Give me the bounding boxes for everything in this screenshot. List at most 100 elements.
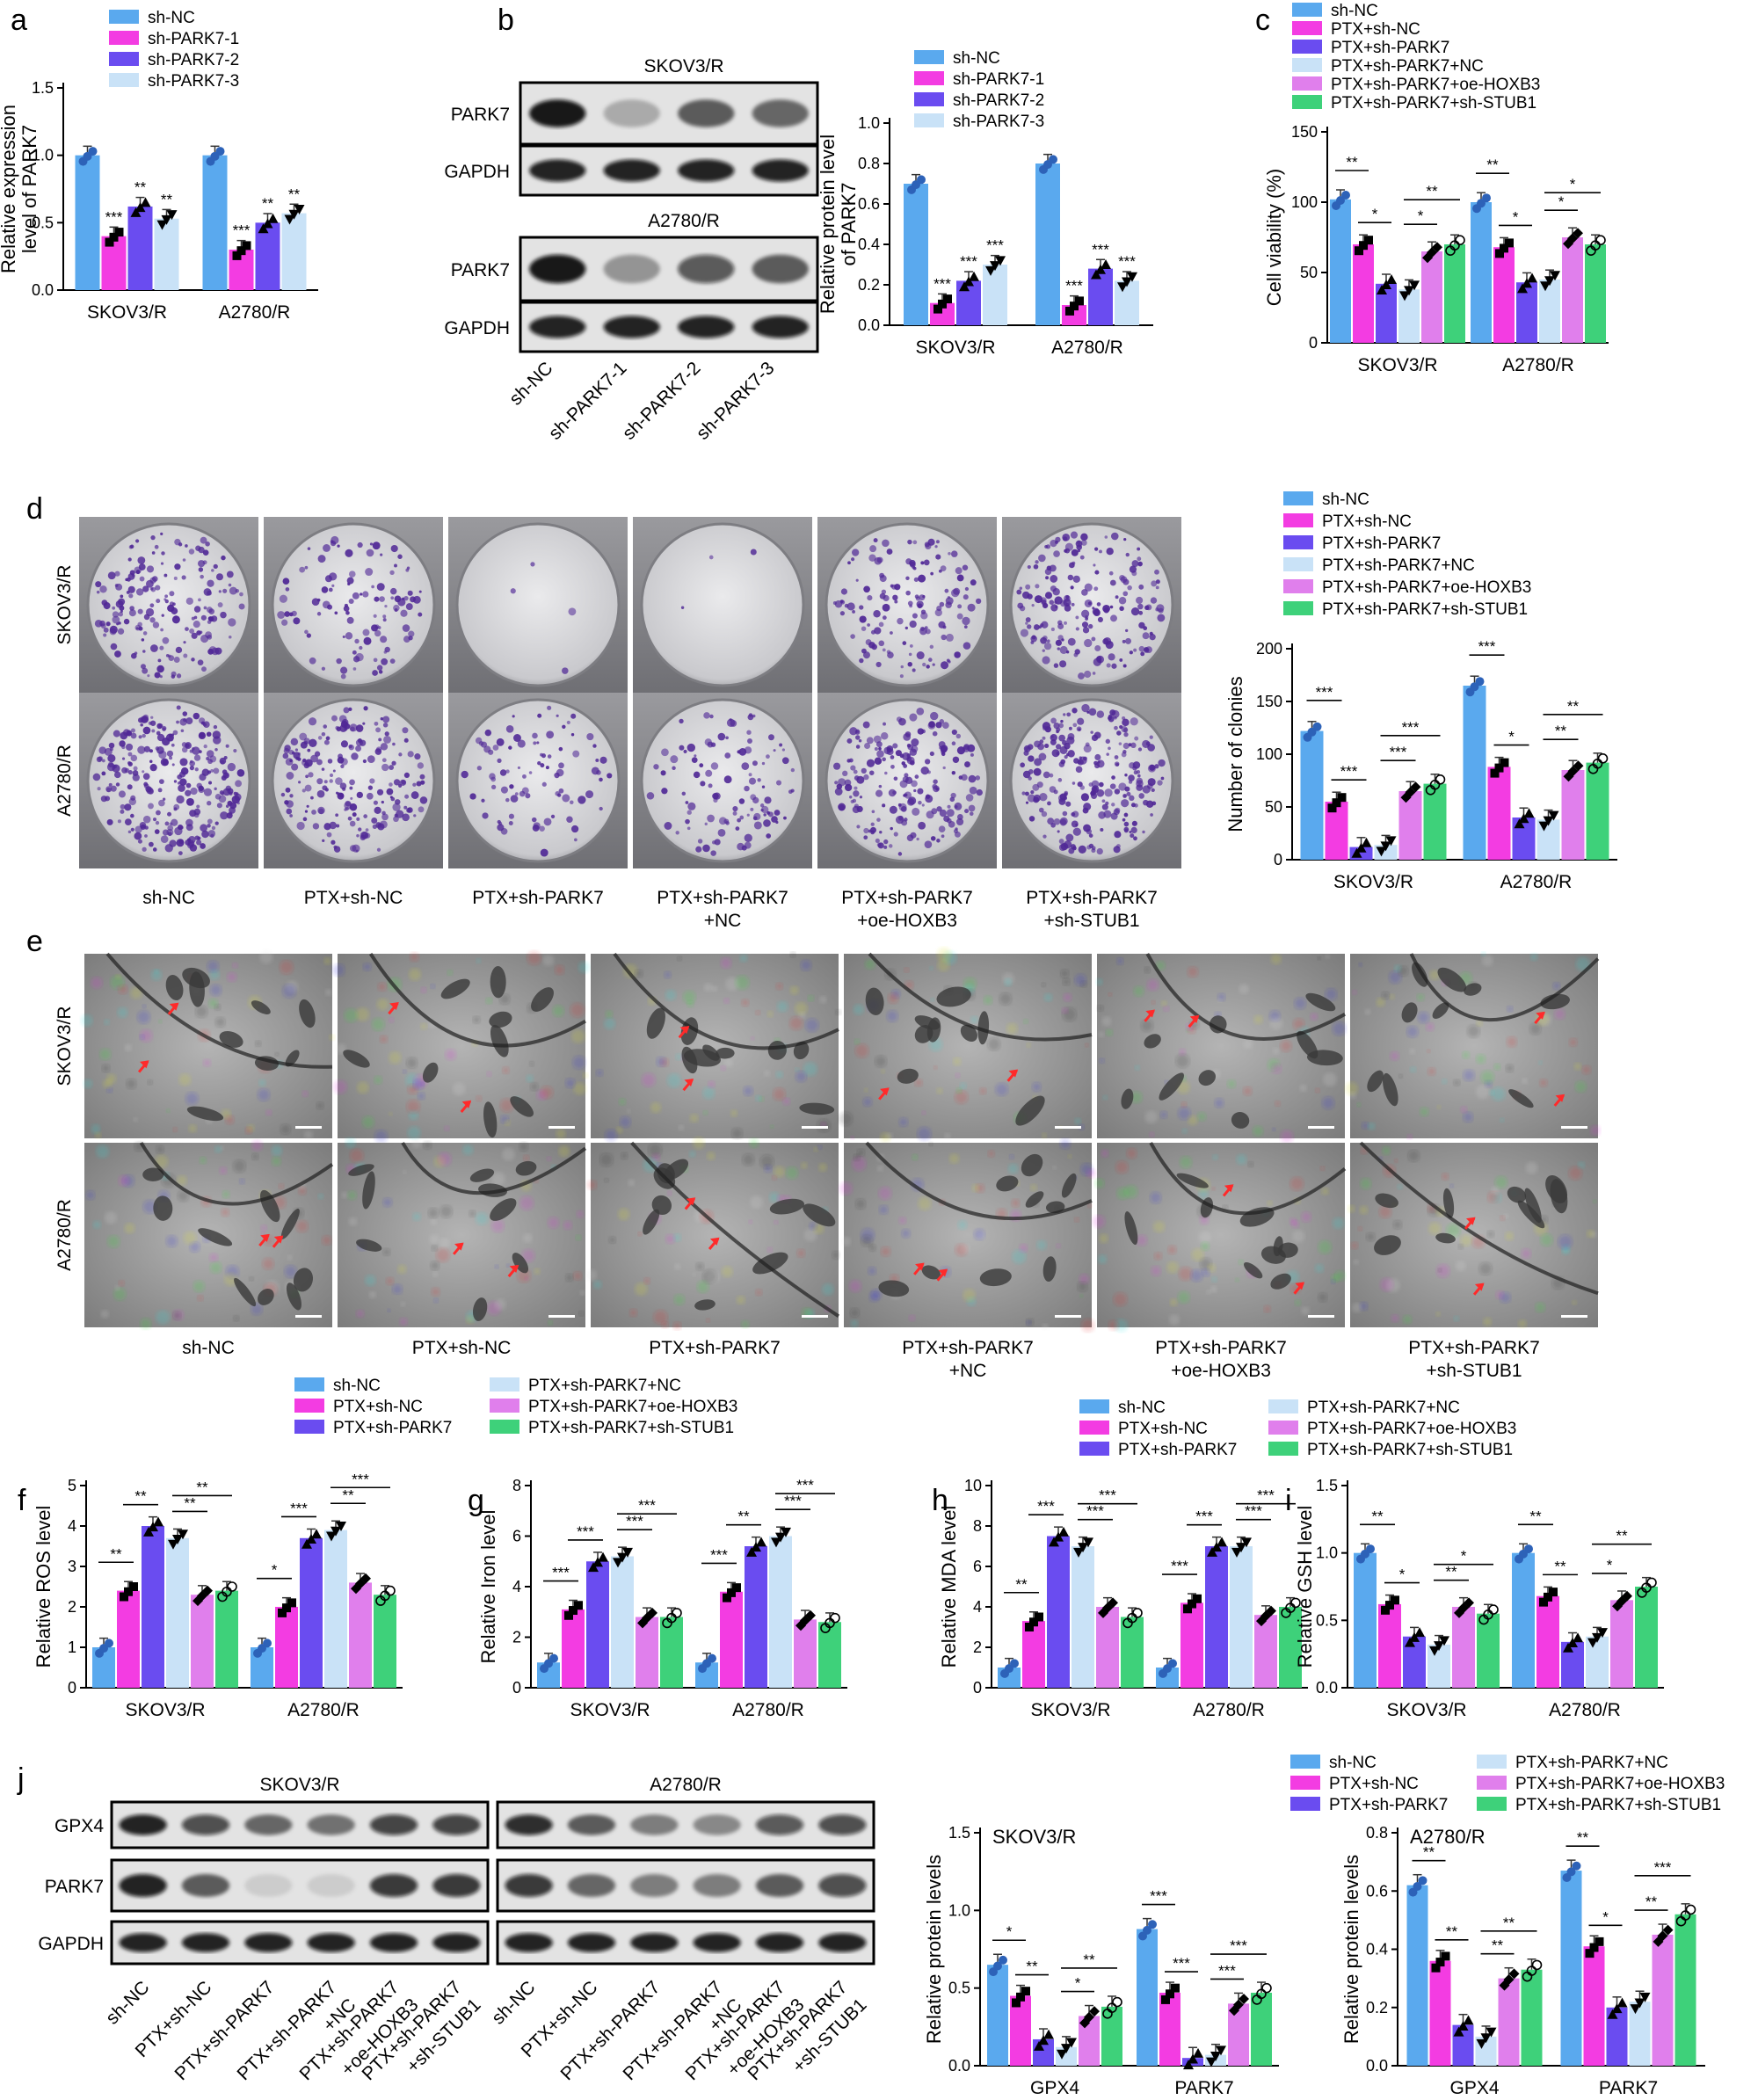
- colony: [369, 778, 375, 784]
- tem-grain: [224, 1273, 237, 1286]
- tem-grain: [901, 1229, 911, 1239]
- colony: [948, 552, 951, 556]
- y-tick-label: 0: [68, 1679, 76, 1697]
- data-point: [723, 1593, 731, 1602]
- colony: [307, 547, 311, 550]
- data-point: [114, 228, 124, 237]
- colony: [316, 759, 323, 766]
- colony: [951, 770, 956, 775]
- y-tick-label: 0.6: [858, 195, 880, 213]
- tem-grain: [1214, 1098, 1224, 1108]
- colony: [863, 835, 868, 840]
- tem-grain: [575, 1234, 582, 1241]
- colony: [954, 651, 961, 658]
- colony: [867, 595, 873, 601]
- tem-grain: [282, 984, 296, 999]
- colony: [761, 805, 769, 814]
- data-point: [1550, 271, 1560, 281]
- colony: [117, 819, 121, 824]
- plate-well: [86, 522, 251, 687]
- blot-band: [369, 1933, 418, 1952]
- data-point: [1089, 2006, 1100, 2017]
- bar-d-1-4: [1561, 770, 1585, 860]
- colony: [1068, 726, 1072, 730]
- colony: [371, 585, 374, 589]
- data-point: [702, 1659, 711, 1668]
- red-arrow-head: [915, 1262, 925, 1271]
- legend-label: PTX+sh-PARK7: [1322, 534, 1441, 553]
- plate-col-label: PTX+sh-NC: [304, 888, 403, 908]
- mitochondrion: [1297, 1030, 1318, 1059]
- colony: [376, 847, 381, 852]
- colony: [366, 549, 374, 557]
- plate-col-label-group: PTX+sh-PARK7: [472, 888, 604, 908]
- bar-j1-1-1: [1159, 1992, 1180, 2066]
- red-arrow-head: [1474, 1283, 1485, 1291]
- x-category-label: A2780/R: [1051, 338, 1123, 358]
- colony: [144, 834, 148, 838]
- colony: [171, 607, 178, 614]
- tem-grain: [430, 984, 435, 989]
- colony: [110, 643, 118, 650]
- legend-label: sh-PARK7-1: [953, 70, 1044, 89]
- data-point: [1231, 1547, 1242, 1558]
- colony: [938, 621, 946, 629]
- colony: [1072, 723, 1078, 728]
- tem-grain: [1144, 1110, 1158, 1123]
- mitochondrion: [1464, 983, 1482, 996]
- tem-grain: [1116, 957, 1124, 965]
- colony: [923, 559, 930, 566]
- colony: [238, 603, 245, 610]
- y-axis-label-group: Number of clonies: [1224, 676, 1246, 832]
- tem-grain: [1426, 1022, 1435, 1031]
- tem-grain: [1453, 1315, 1459, 1322]
- colony: [152, 847, 157, 852]
- tem-grain: [1364, 1008, 1371, 1015]
- plate-col-label: PTX+sh-PARK7: [1026, 888, 1158, 908]
- tem-grain: [106, 1086, 113, 1094]
- mitochondrion: [1159, 1072, 1185, 1101]
- bar-j2-1-5: [1674, 1914, 1696, 2066]
- colony: [137, 608, 143, 614]
- colony: [880, 731, 889, 740]
- panel-letter-e: e: [26, 925, 43, 958]
- tem-grain: [523, 1155, 530, 1162]
- colony: [185, 597, 193, 605]
- y-tick-label: 1.0: [858, 114, 880, 132]
- colony: [730, 720, 737, 727]
- colony-plate: [633, 693, 812, 868]
- data-point: [1409, 280, 1420, 291]
- blot-band: [678, 254, 735, 284]
- mitochondrion: [285, 1050, 300, 1067]
- blot-band: [603, 159, 660, 182]
- data-point: [613, 1558, 623, 1568]
- tem-col-label-group: PTX+sh-NC: [412, 1338, 512, 1358]
- tem-grain: [380, 1035, 388, 1043]
- tem-grain: [711, 985, 718, 992]
- tem-grain: [1525, 1161, 1538, 1174]
- data-point: [1480, 2033, 1492, 2044]
- data-point: [933, 304, 942, 314]
- colony: [95, 581, 102, 588]
- tem-grain: [665, 989, 677, 1001]
- colony: [512, 715, 515, 718]
- colony: [890, 755, 895, 759]
- blot-title: SKOV3/R: [643, 56, 723, 76]
- colony: [1047, 801, 1051, 806]
- tem-grain: [650, 1102, 662, 1114]
- colony: [227, 788, 234, 795]
- tem-grain: [99, 1049, 112, 1060]
- y-tick-label: 0.2: [1366, 1999, 1388, 2016]
- tem-grain: [1436, 1264, 1450, 1278]
- blot-row-label: PARK7: [451, 260, 510, 280]
- data-point: [1127, 272, 1137, 282]
- red-arrow-head: [709, 1237, 720, 1246]
- colony: [781, 757, 789, 765]
- tem-grain: [1150, 1192, 1162, 1203]
- significance-label: ***: [1171, 1558, 1188, 1574]
- colony: [343, 707, 350, 714]
- y-tick-label: 0.6: [1366, 1882, 1388, 1900]
- colony: [752, 816, 758, 821]
- tem-grain: [1087, 1203, 1093, 1209]
